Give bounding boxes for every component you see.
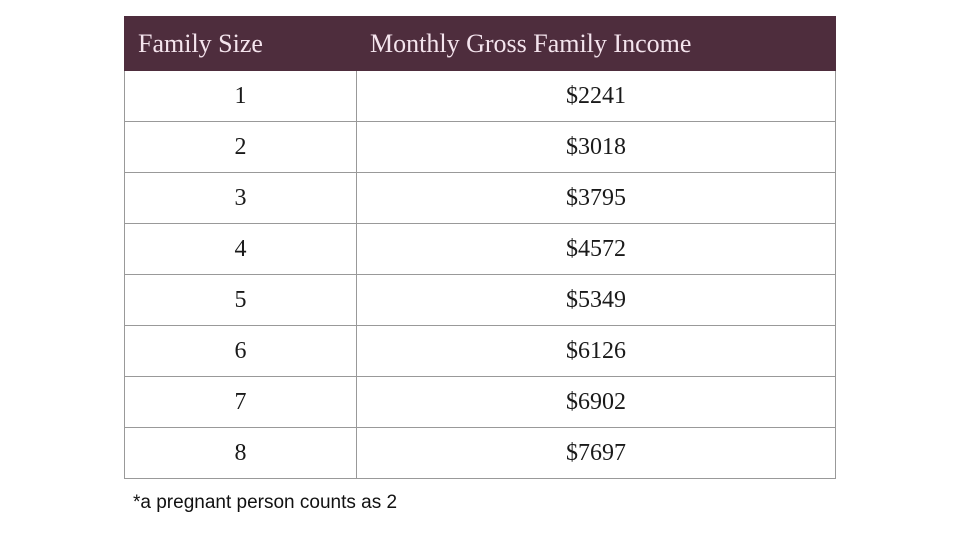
family-size-cell: 4	[124, 223, 357, 275]
table-row: 7 $6902	[124, 376, 836, 428]
income-table: Family Size Monthly Gross Family Income …	[124, 16, 836, 479]
family-size-cell: 2	[124, 121, 357, 173]
income-cell: $2241	[356, 70, 836, 122]
family-size-cell: 7	[124, 376, 357, 428]
income-cell: $7697	[356, 427, 836, 479]
income-cell: $5349	[356, 274, 836, 326]
family-size-cell: 5	[124, 274, 357, 326]
header-row: Family Size Monthly Gross Family Income	[124, 16, 836, 71]
family-size-cell: 1	[124, 70, 357, 122]
table-row: 6 $6126	[124, 325, 836, 377]
column-header-family-size: Family Size	[124, 16, 357, 71]
table-row: 8 $7697	[124, 427, 836, 479]
table-row: 1 $2241	[124, 70, 836, 122]
family-size-cell: 6	[124, 325, 357, 377]
income-cell: $3795	[356, 172, 836, 224]
family-size-cell: 3	[124, 172, 357, 224]
table-row: 4 $4572	[124, 223, 836, 275]
table-row: 2 $3018	[124, 121, 836, 173]
column-header-income: Monthly Gross Family Income	[356, 16, 836, 71]
table-row: 3 $3795	[124, 172, 836, 224]
income-cell: $6902	[356, 376, 836, 428]
income-cell: $6126	[356, 325, 836, 377]
income-cell: $3018	[356, 121, 836, 173]
footnote: *a pregnant person counts as 2	[133, 492, 398, 513]
income-cell: $4572	[356, 223, 836, 275]
family-size-cell: 8	[124, 427, 357, 479]
table-row: 5 $5349	[124, 274, 836, 326]
